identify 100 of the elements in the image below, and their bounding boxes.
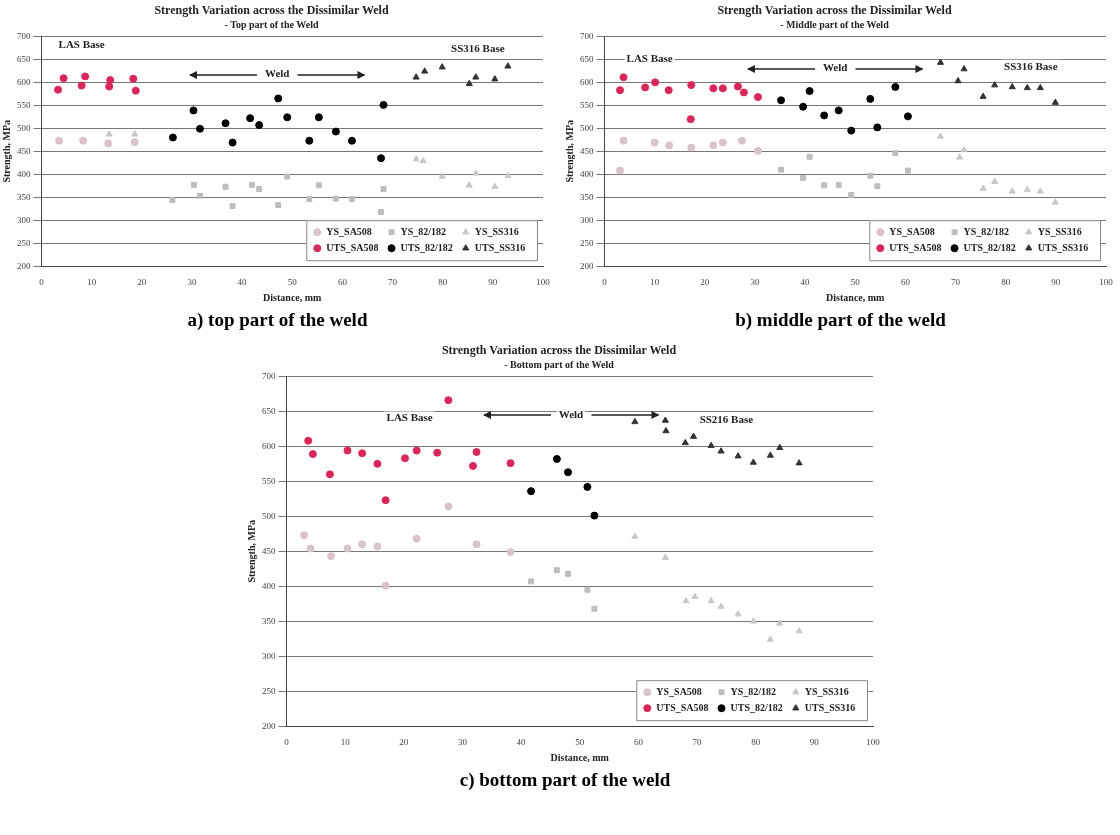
x-tick-label: 100 [536, 276, 551, 287]
legend-label: UTS_SS316 [1037, 241, 1089, 253]
y-tick-label: 550 [17, 99, 31, 110]
point [358, 449, 367, 458]
point [564, 468, 573, 477]
text: b) middle part of the weld [734, 309, 947, 331]
x-tick-label: 0 [284, 736, 290, 747]
point [491, 182, 499, 189]
point [739, 88, 748, 97]
point [228, 138, 237, 147]
point [465, 79, 473, 86]
legend-label: YS_SA508 [656, 685, 702, 697]
x-tick-label: 80 [751, 736, 761, 747]
point [682, 596, 690, 604]
y-tick-label: 550 [580, 99, 594, 110]
point [707, 596, 715, 604]
point [766, 635, 774, 642]
point [255, 121, 264, 130]
point [283, 113, 292, 122]
point [874, 183, 881, 190]
point [433, 448, 442, 457]
point [105, 82, 114, 91]
y-tick-label: 450 [580, 145, 594, 156]
point [59, 74, 68, 83]
x-tick-label: 70 [692, 736, 703, 747]
point [358, 540, 367, 549]
point [687, 143, 696, 152]
point [847, 126, 856, 135]
point [690, 432, 698, 439]
point [873, 123, 882, 132]
point [707, 441, 715, 448]
point [1036, 83, 1044, 91]
legend-label: YS_SA508 [889, 225, 935, 237]
point [81, 72, 90, 81]
x-tick-label: 50 [287, 276, 298, 287]
x-tick-label: 10 [87, 276, 97, 287]
point [661, 553, 669, 560]
point [718, 84, 727, 93]
y-tick-label: 400 [17, 168, 31, 179]
y-tick-label: 250 [580, 237, 594, 248]
point [256, 186, 263, 192]
point [553, 567, 560, 574]
point [1023, 83, 1031, 91]
x-tick-label: 30 [750, 276, 760, 287]
x-tick-label: 40 [516, 736, 527, 747]
point [777, 96, 786, 105]
point [1008, 82, 1016, 90]
point [737, 136, 746, 145]
point [1051, 198, 1059, 205]
point [848, 191, 855, 198]
point [412, 155, 420, 162]
point [691, 592, 699, 600]
point [991, 81, 999, 88]
x-tick-label: 0 [39, 276, 45, 287]
point [373, 459, 382, 468]
point [104, 139, 113, 148]
point [472, 73, 480, 80]
x-tick-label: 90 [1051, 276, 1061, 287]
point [1036, 187, 1044, 194]
point [131, 130, 139, 137]
point [275, 202, 282, 209]
y-tick-label: 700 [262, 370, 276, 381]
x-tick-label: 70 [388, 276, 398, 287]
annotation: SS216 Base [699, 412, 754, 425]
point [55, 136, 64, 145]
point [527, 487, 536, 496]
point [305, 136, 314, 145]
x-tick-label: 40 [800, 276, 811, 287]
chart-title: Strength Variation across the Dissimilar Weld [441, 343, 677, 358]
point [1023, 185, 1031, 193]
y-tick-label: 300 [262, 650, 276, 661]
point [189, 106, 198, 115]
point [331, 127, 340, 136]
point [400, 454, 409, 463]
point [687, 81, 696, 90]
y-tick-label: 600 [262, 440, 276, 451]
legend-label: UTS_82/182 [730, 701, 783, 713]
point [379, 100, 388, 109]
point [753, 146, 762, 155]
point [79, 136, 88, 145]
y-tick-label: 450 [17, 145, 31, 156]
legend-label: UTS_SA508 [326, 241, 379, 253]
point [347, 136, 356, 145]
y-tick-label: 550 [262, 475, 276, 486]
annotation: LAS Base [386, 411, 433, 424]
x-tick-label: 30 [187, 276, 197, 287]
legend-label: YS_82/182 [963, 225, 1010, 237]
point [506, 548, 515, 556]
point [956, 153, 964, 160]
point [249, 181, 256, 188]
point [891, 82, 900, 91]
point [274, 94, 283, 103]
legend-label: UTS_SS316 [474, 241, 526, 253]
point [315, 182, 322, 189]
point [472, 447, 481, 456]
annotation: Weld [558, 407, 584, 420]
point [465, 181, 473, 188]
point [866, 94, 875, 103]
y-tick-label: 250 [17, 237, 31, 248]
point [960, 145, 968, 153]
